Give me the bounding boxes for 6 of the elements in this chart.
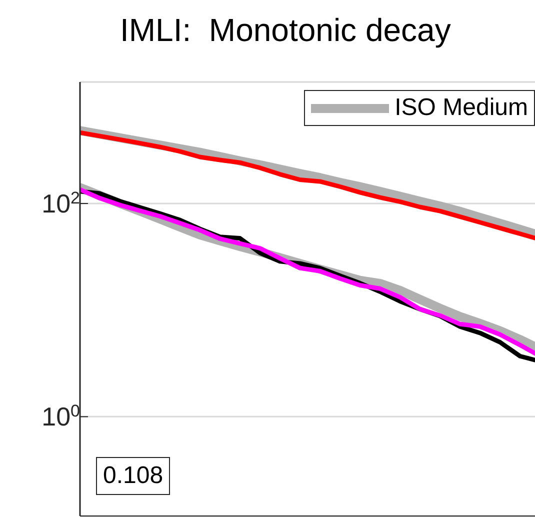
y-tick-label: 10$^{2}$: [42, 188, 80, 218]
chart-title: IMLI: Monotonic decay: [120, 12, 451, 49]
y-tick-label: 10$^{0}$: [42, 401, 80, 432]
annotation: 0.108: [96, 457, 170, 495]
legend-label: ISO Medium: [394, 94, 528, 122]
legend-box: ISO Medium: [304, 90, 535, 126]
